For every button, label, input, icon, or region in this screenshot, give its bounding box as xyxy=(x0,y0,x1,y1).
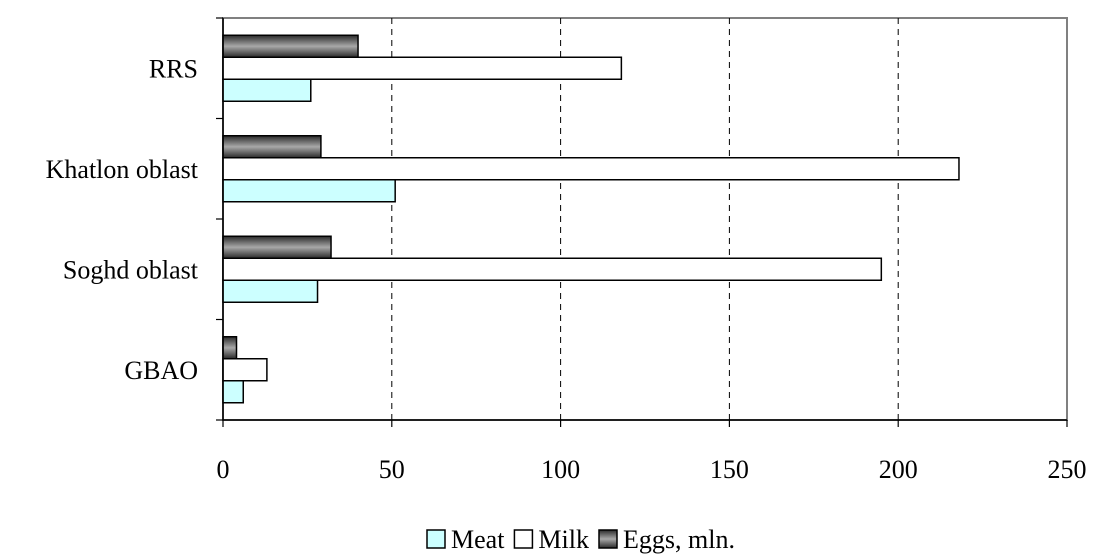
bar-eggs-mln-0 xyxy=(222,34,359,58)
bar-milk-1 xyxy=(222,157,960,181)
category-label: RRS xyxy=(149,54,198,83)
gridlines xyxy=(391,18,899,420)
legend: Meat Milk Eggs, mln. xyxy=(426,525,735,554)
bar-meat-1 xyxy=(222,179,396,203)
bars xyxy=(222,34,960,404)
axes xyxy=(216,17,1068,427)
legend-swatch xyxy=(598,529,618,549)
bar-meat-0 xyxy=(222,78,312,102)
legend-label: Meat xyxy=(451,525,505,554)
x-tick-label: 0 xyxy=(217,455,230,484)
category-label: Khatlon oblast xyxy=(46,155,199,184)
bar-eggs-mln-2 xyxy=(222,235,332,259)
bar-milk-2 xyxy=(222,257,883,281)
legend-swatch xyxy=(513,529,534,549)
legend-label: Milk xyxy=(538,525,589,554)
bar-milk-0 xyxy=(222,56,623,80)
bar-milk-3 xyxy=(222,358,268,382)
legend-swatch xyxy=(426,529,446,549)
legend-label: Eggs, mln. xyxy=(623,525,735,554)
x-tick-labels: 0 50 100 150 200 250 xyxy=(217,455,1087,484)
bar-meat-2 xyxy=(222,279,319,303)
bar-meat-3 xyxy=(222,380,245,404)
bar-eggs-mln-1 xyxy=(222,135,322,159)
category-labels: RRS Khatlon oblast Soghd oblast GBAO xyxy=(46,54,199,385)
x-tick-label: 150 xyxy=(710,455,749,484)
category-label: GBAO xyxy=(124,356,198,385)
x-tick-label: 100 xyxy=(541,455,580,484)
x-tick-label: 50 xyxy=(379,455,405,484)
category-label: Soghd oblast xyxy=(63,255,199,284)
x-tick-label: 200 xyxy=(879,455,918,484)
plot-area xyxy=(216,17,1068,427)
bar-eggs-mln-3 xyxy=(222,336,238,360)
plot-frame xyxy=(222,17,1068,421)
x-tick-label: 250 xyxy=(1048,455,1087,484)
